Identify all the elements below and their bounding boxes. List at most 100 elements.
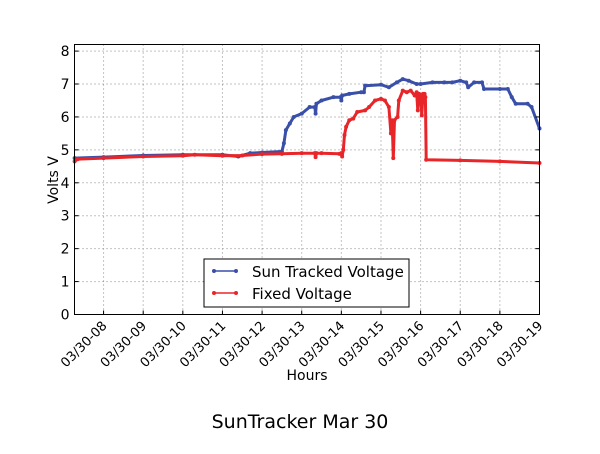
data-point xyxy=(497,86,502,91)
y-tick-label: 2 xyxy=(61,242,70,258)
data-point xyxy=(400,88,405,93)
data-point xyxy=(472,80,477,85)
data-point xyxy=(386,105,391,110)
data-point xyxy=(396,98,401,103)
data-point xyxy=(340,93,345,98)
x-axis: 03/30-0803/30-0903/30-1003/30-1103/30-12… xyxy=(58,310,546,371)
data-point xyxy=(283,128,288,133)
legend-label: Fixed Voltage xyxy=(252,285,352,303)
data-point xyxy=(466,85,471,90)
data-point xyxy=(418,82,423,87)
data-point xyxy=(412,93,417,98)
data-point xyxy=(344,124,349,129)
data-point xyxy=(388,131,393,136)
data-point xyxy=(450,80,455,85)
data-point xyxy=(359,90,364,95)
data-point xyxy=(342,133,347,138)
data-point xyxy=(312,105,317,110)
data-point xyxy=(373,98,378,103)
data-point xyxy=(340,154,345,159)
data-point xyxy=(347,91,352,96)
data-point xyxy=(529,105,534,110)
data-point xyxy=(339,151,344,156)
data-point xyxy=(408,88,413,93)
x-axis-label: Hours xyxy=(286,368,327,384)
y-tick-label: 1 xyxy=(61,275,70,291)
data-point xyxy=(240,153,245,158)
legend-marker xyxy=(234,291,238,295)
data-point xyxy=(287,121,292,126)
data-point xyxy=(392,118,397,123)
data-point xyxy=(339,98,344,103)
data-point xyxy=(341,147,346,152)
data-point xyxy=(363,108,368,113)
data-point xyxy=(299,111,304,116)
data-point xyxy=(220,153,225,158)
series-fixed xyxy=(72,88,542,166)
y-tick-label: 7 xyxy=(61,77,70,93)
legend-marker xyxy=(234,269,238,273)
data-point xyxy=(480,80,485,85)
legend: Sun Tracked Voltage Fixed Voltage xyxy=(203,258,410,308)
data-point xyxy=(442,80,447,85)
data-point xyxy=(395,114,400,119)
data-point xyxy=(391,156,396,161)
data-point xyxy=(482,86,487,91)
data-point xyxy=(319,98,324,103)
legend-marker xyxy=(212,291,216,295)
data-point xyxy=(260,152,265,157)
data-point xyxy=(423,95,428,100)
y-tick-label: 0 xyxy=(61,308,70,324)
data-point xyxy=(513,101,518,106)
y-axis: 0 1 2 3 4 5 6 7 8 xyxy=(61,44,540,324)
data-point xyxy=(404,90,409,95)
series-line xyxy=(73,89,540,165)
data-point xyxy=(75,157,80,162)
data-point xyxy=(180,153,185,158)
data-point xyxy=(307,105,312,110)
data-point xyxy=(314,101,319,106)
plot-frame xyxy=(74,44,540,315)
y-tick-label: 6 xyxy=(61,110,70,126)
data-point xyxy=(367,105,372,110)
data-point xyxy=(400,77,405,82)
data-point xyxy=(331,95,336,100)
data-point xyxy=(101,156,106,161)
data-point xyxy=(313,111,318,116)
legend-label: Sun Tracked Voltage xyxy=(252,263,404,281)
data-point xyxy=(361,90,366,95)
data-point xyxy=(424,157,429,162)
data-point xyxy=(505,86,510,91)
data-point xyxy=(422,91,427,96)
data-point xyxy=(378,82,383,87)
data-point xyxy=(355,110,360,114)
data-point xyxy=(430,80,435,85)
y-tick-label: 3 xyxy=(61,209,70,225)
data-point xyxy=(279,151,284,156)
data-point xyxy=(347,118,352,123)
data-point xyxy=(313,155,318,160)
data-point xyxy=(419,113,424,118)
y-tick-label: 5 xyxy=(61,143,70,159)
y-axis-label: Volts V xyxy=(46,156,62,204)
data-point xyxy=(141,154,146,159)
data-point xyxy=(382,98,387,103)
data-point xyxy=(458,158,463,163)
series-layer xyxy=(72,77,542,166)
data-point xyxy=(319,151,324,156)
data-point xyxy=(394,80,399,85)
data-point xyxy=(497,159,502,164)
legend-box xyxy=(203,258,410,308)
y-tick-label: 8 xyxy=(61,44,70,60)
legend-marker xyxy=(212,269,216,273)
series-sun-tracked xyxy=(72,77,542,161)
data-point xyxy=(386,85,391,90)
data-point xyxy=(192,152,197,157)
y-tick-label: 4 xyxy=(61,176,70,192)
data-point xyxy=(299,151,304,156)
data-point xyxy=(509,95,514,100)
data-point xyxy=(281,141,286,146)
data-point xyxy=(525,101,530,106)
data-point xyxy=(415,108,420,113)
